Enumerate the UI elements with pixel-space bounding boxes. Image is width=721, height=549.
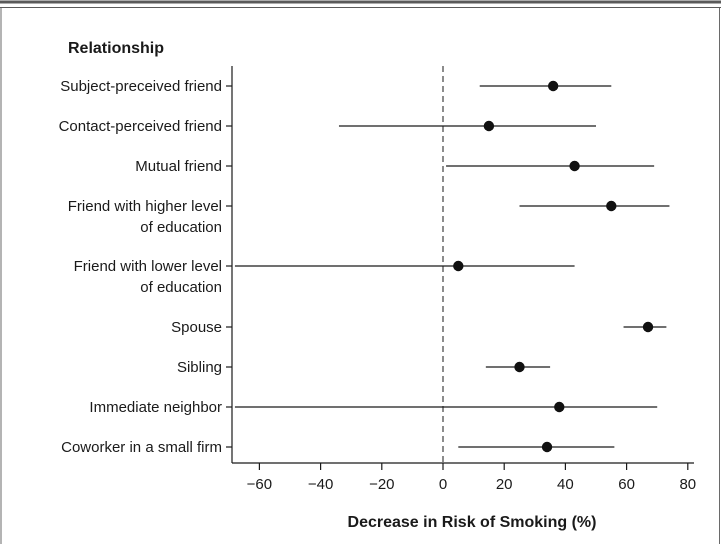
point-estimate — [547, 80, 559, 92]
point-estimate — [514, 361, 525, 373]
x-tick-label: 20 — [496, 476, 513, 493]
row-label: Coworker in a small firm — [61, 439, 222, 456]
point-estimate — [569, 160, 580, 172]
row-label: Friend with lower level — [74, 258, 222, 275]
x-tick-label: −40 — [308, 476, 333, 493]
row-label: Spouse — [171, 319, 222, 336]
point-estimate — [606, 200, 617, 212]
x-tick-label: 0 — [439, 476, 447, 493]
column-header: Relationship — [68, 40, 164, 57]
x-tick-label: 80 — [679, 476, 696, 493]
x-axis-label: Decrease in Risk of Smoking (%) — [348, 514, 597, 531]
point-estimate — [554, 401, 565, 413]
x-tick-label: −20 — [369, 476, 394, 493]
row-label: Immediate neighbor — [89, 399, 222, 416]
point-estimate — [642, 321, 654, 333]
row-label: Contact-perceived friend — [59, 118, 222, 135]
row-label: of education — [140, 279, 222, 296]
x-tick-label: 40 — [557, 476, 574, 493]
row-label: Mutual friend — [135, 158, 222, 175]
row-label: Friend with higher level — [68, 198, 222, 215]
row-label: Subject-preceived friend — [60, 78, 222, 95]
point-estimate — [453, 260, 464, 272]
x-tick-label: 60 — [618, 476, 635, 493]
x-tick-label: −60 — [247, 476, 272, 493]
point-estimate — [483, 120, 495, 132]
row-label: of education — [140, 219, 222, 236]
point-estimate — [541, 441, 553, 453]
row-label: Sibling — [177, 359, 222, 376]
